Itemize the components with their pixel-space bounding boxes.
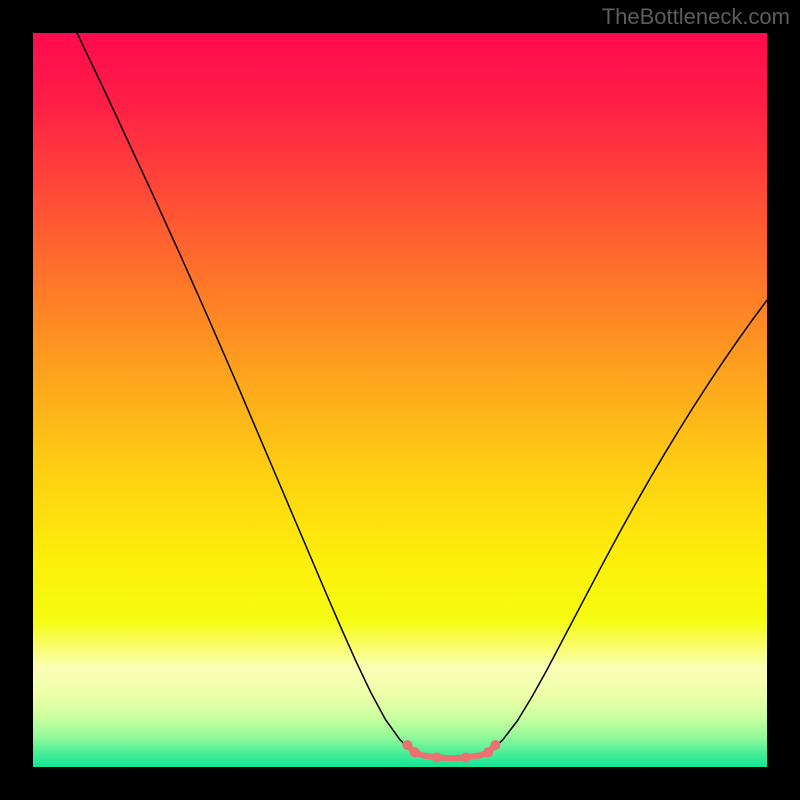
optimal-range-marker: [410, 747, 420, 757]
optimal-range-marker: [461, 752, 471, 762]
plot-area: [33, 33, 767, 767]
gradient-background: [33, 33, 767, 767]
chart-frame: TheBottleneck.com: [0, 0, 800, 800]
optimal-range-marker: [402, 740, 412, 750]
optimal-range-marker: [432, 752, 442, 762]
optimal-range-marker: [490, 740, 500, 750]
optimal-range-marker: [483, 747, 493, 757]
chart-svg: [33, 33, 767, 767]
watermark-text: TheBottleneck.com: [602, 4, 790, 30]
